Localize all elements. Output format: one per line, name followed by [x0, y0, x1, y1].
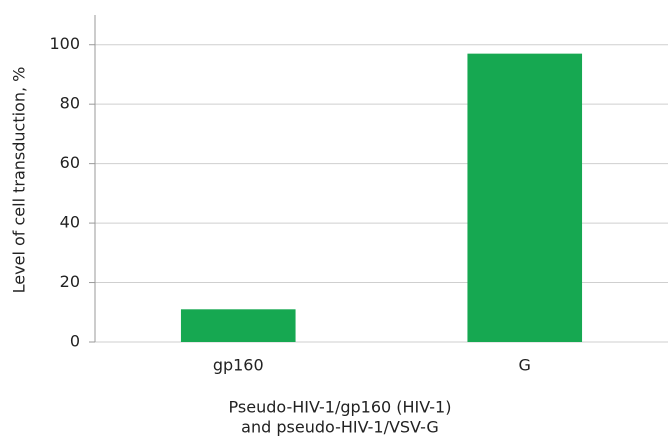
- bar: [467, 53, 583, 343]
- bar: [180, 309, 296, 342]
- y-axis-label: Level of cell transduction, %: [10, 67, 29, 294]
- x-axis-label: Pseudo-HIV-1/gp160 (HIV-1): [229, 398, 452, 417]
- x-tick-label: G: [519, 356, 531, 375]
- y-tick-label: 60: [60, 153, 80, 172]
- y-tick-label: 100: [49, 34, 80, 53]
- y-tick-label: 80: [60, 94, 80, 113]
- x-axis-label: and pseudo-HIV-1/VSV-G: [241, 418, 439, 437]
- y-tick-label: 0: [70, 332, 80, 351]
- y-tick-label: 40: [60, 213, 80, 232]
- x-tick-label: gp160: [213, 356, 264, 375]
- y-tick-label: 20: [60, 272, 80, 291]
